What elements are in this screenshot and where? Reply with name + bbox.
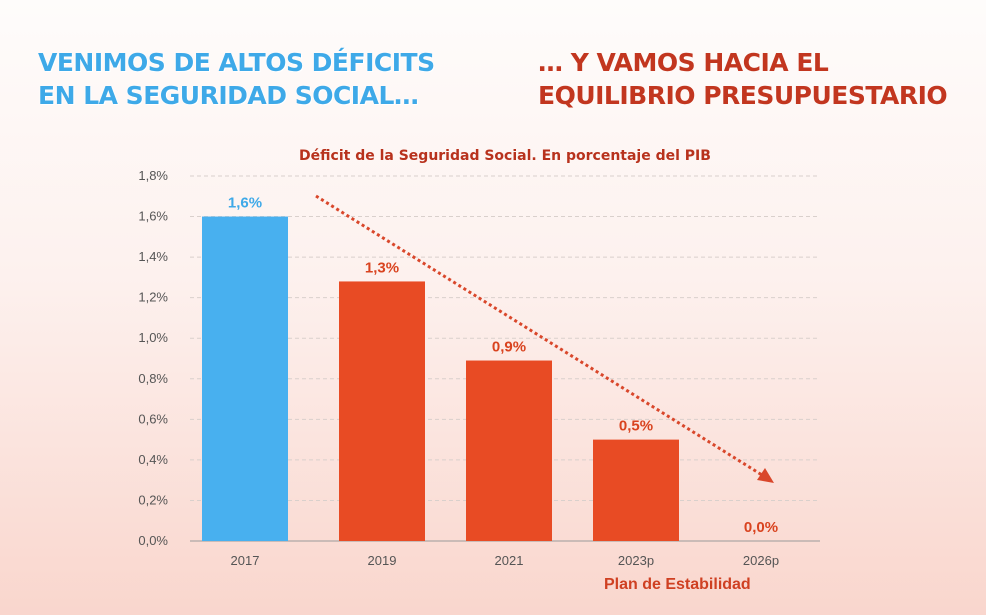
y-tick-label: 1,8% xyxy=(138,168,168,183)
bar-2021 xyxy=(466,360,552,541)
trend-arrow-head xyxy=(757,468,774,483)
y-tick-label: 1,6% xyxy=(138,209,168,224)
x-tick-label: 2017 xyxy=(231,553,260,568)
data-label: 0,5% xyxy=(619,418,653,435)
bar-2019 xyxy=(339,281,425,541)
bar-2023p xyxy=(593,439,679,541)
headline-left: VENIMOS DE ALTOS DÉFICITS EN LA SEGURIDAD… xyxy=(38,46,435,112)
y-tick-label: 0,6% xyxy=(138,411,168,426)
chart-title: Déficit de la Seguridad Social. En porce… xyxy=(299,148,711,164)
y-tick-label: 0,8% xyxy=(138,371,168,386)
bar-2017 xyxy=(202,216,288,542)
headline-left-line1: VENIMOS DE ALTOS DÉFICITS xyxy=(38,48,435,77)
headline-right: … Y VAMOS HACIA EL EQUILIBRIO PRESUPUESTA… xyxy=(538,46,948,112)
x-tick-label: 2019 xyxy=(368,553,397,568)
y-tick-label: 0,4% xyxy=(138,452,168,467)
headline-right-line1: … Y VAMOS HACIA EL xyxy=(538,48,829,77)
footnote: Plan de Estabilidad xyxy=(604,576,751,593)
x-tick-label: 2023p xyxy=(618,553,654,568)
y-tick-label: 1,2% xyxy=(138,290,168,305)
headline-left-line2: EN LA SEGURIDAD SOCIAL… xyxy=(38,81,419,110)
y-tick-label: 0,2% xyxy=(138,492,168,507)
headline-right-line2: EQUILIBRIO PRESUPUESTARIO xyxy=(538,81,948,110)
data-label: 1,6% xyxy=(228,195,262,212)
y-tick-label: 0,0% xyxy=(138,533,168,548)
data-label: 1,3% xyxy=(365,259,399,276)
x-tick-label: 2021 xyxy=(495,553,524,568)
trend-arrow-line xyxy=(315,194,763,477)
data-label: 0,0% xyxy=(744,519,778,536)
y-tick-label: 1,4% xyxy=(138,249,168,264)
x-tick-label: 2026p xyxy=(743,553,779,568)
data-label: 0,9% xyxy=(492,339,526,356)
y-tick-label: 1,0% xyxy=(138,330,168,345)
